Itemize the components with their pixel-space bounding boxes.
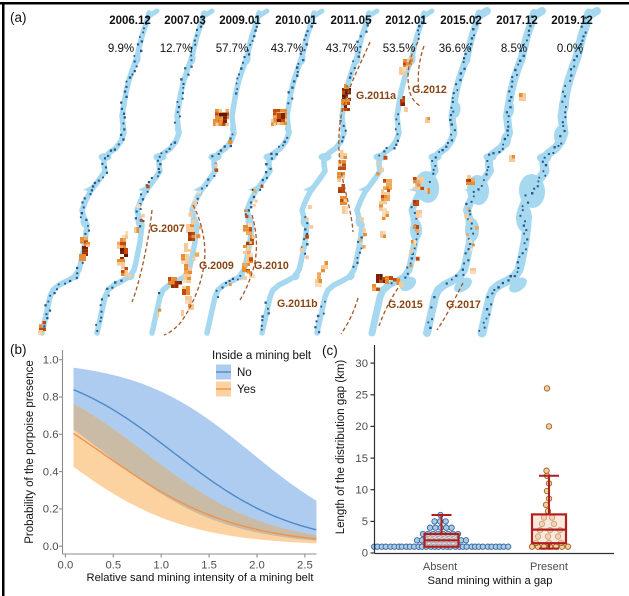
svg-text:53.5%: 53.5% bbox=[383, 43, 416, 55]
svg-text:(c): (c) bbox=[322, 343, 338, 358]
svg-text:0: 0 bbox=[362, 548, 368, 560]
svg-text:Yes: Yes bbox=[237, 384, 256, 396]
svg-text:2012.01: 2012.01 bbox=[385, 15, 427, 27]
svg-text:G.2007: G.2007 bbox=[150, 223, 185, 235]
svg-text:No: No bbox=[237, 367, 252, 379]
svg-text:1.0: 1.0 bbox=[43, 354, 59, 366]
svg-text:20: 20 bbox=[355, 421, 368, 433]
svg-text:(a): (a) bbox=[10, 10, 27, 25]
svg-text:2015.02: 2015.02 bbox=[440, 15, 482, 27]
svg-text:8.5%: 8.5% bbox=[501, 43, 527, 55]
svg-text:2011.05: 2011.05 bbox=[331, 15, 373, 27]
svg-text:2009.01: 2009.01 bbox=[219, 15, 261, 27]
svg-text:0.5: 0.5 bbox=[105, 560, 121, 572]
svg-text:G.2012: G.2012 bbox=[412, 84, 447, 96]
svg-text:Probability of the porpoise pr: Probability of the porpoise presence bbox=[24, 360, 36, 543]
svg-text:Relative sand mining intensity: Relative sand mining intensity of a mini… bbox=[87, 572, 315, 584]
svg-text:Absent: Absent bbox=[423, 561, 457, 573]
svg-text:G.2017: G.2017 bbox=[446, 299, 481, 311]
svg-text:2010.01: 2010.01 bbox=[275, 15, 317, 27]
svg-text:2.5: 2.5 bbox=[297, 560, 313, 572]
svg-text:0.2: 0.2 bbox=[43, 504, 59, 516]
svg-text:9.9%: 9.9% bbox=[108, 43, 134, 55]
svg-text:0.6: 0.6 bbox=[43, 429, 59, 441]
svg-text:0.0: 0.0 bbox=[58, 560, 74, 572]
svg-text:G.2009: G.2009 bbox=[199, 260, 234, 272]
svg-text:Present: Present bbox=[530, 561, 568, 573]
svg-text:43.7%: 43.7% bbox=[271, 43, 304, 55]
svg-text:Sand mining within a gap: Sand mining within a gap bbox=[427, 575, 552, 587]
svg-text:0.0%: 0.0% bbox=[557, 43, 583, 55]
svg-text:G.2011b: G.2011b bbox=[277, 298, 318, 310]
svg-text:2017.12: 2017.12 bbox=[496, 15, 538, 27]
svg-text:G.2011a: G.2011a bbox=[356, 90, 396, 102]
svg-text:Inside a mining belt: Inside a mining belt bbox=[212, 350, 312, 362]
svg-text:0.8: 0.8 bbox=[43, 392, 59, 404]
svg-text:0.0: 0.0 bbox=[43, 541, 59, 553]
svg-text:15: 15 bbox=[355, 453, 368, 465]
svg-text:2007.03: 2007.03 bbox=[164, 15, 206, 27]
svg-text:(b): (b) bbox=[10, 342, 27, 357]
svg-text:30: 30 bbox=[355, 358, 368, 370]
svg-text:2.0: 2.0 bbox=[249, 560, 265, 572]
svg-text:2006.12: 2006.12 bbox=[109, 15, 151, 27]
svg-text:1.0: 1.0 bbox=[153, 560, 169, 572]
svg-text:25: 25 bbox=[355, 389, 368, 401]
svg-text:5: 5 bbox=[362, 516, 368, 528]
svg-text:12.7%: 12.7% bbox=[160, 43, 193, 55]
svg-text:Length of the distribution gap: Length of the distribution gap (km) bbox=[335, 360, 347, 535]
svg-text:2019.12: 2019.12 bbox=[551, 15, 593, 27]
svg-text:57.7%: 57.7% bbox=[216, 43, 249, 55]
svg-text:43.7%: 43.7% bbox=[326, 43, 359, 55]
svg-text:G.2015: G.2015 bbox=[388, 299, 423, 311]
svg-text:G.2010: G.2010 bbox=[254, 260, 289, 272]
svg-text:10: 10 bbox=[355, 484, 368, 496]
svg-text:1.5: 1.5 bbox=[201, 560, 217, 572]
svg-text:0.4: 0.4 bbox=[43, 466, 59, 478]
svg-text:36.6%: 36.6% bbox=[439, 43, 472, 55]
